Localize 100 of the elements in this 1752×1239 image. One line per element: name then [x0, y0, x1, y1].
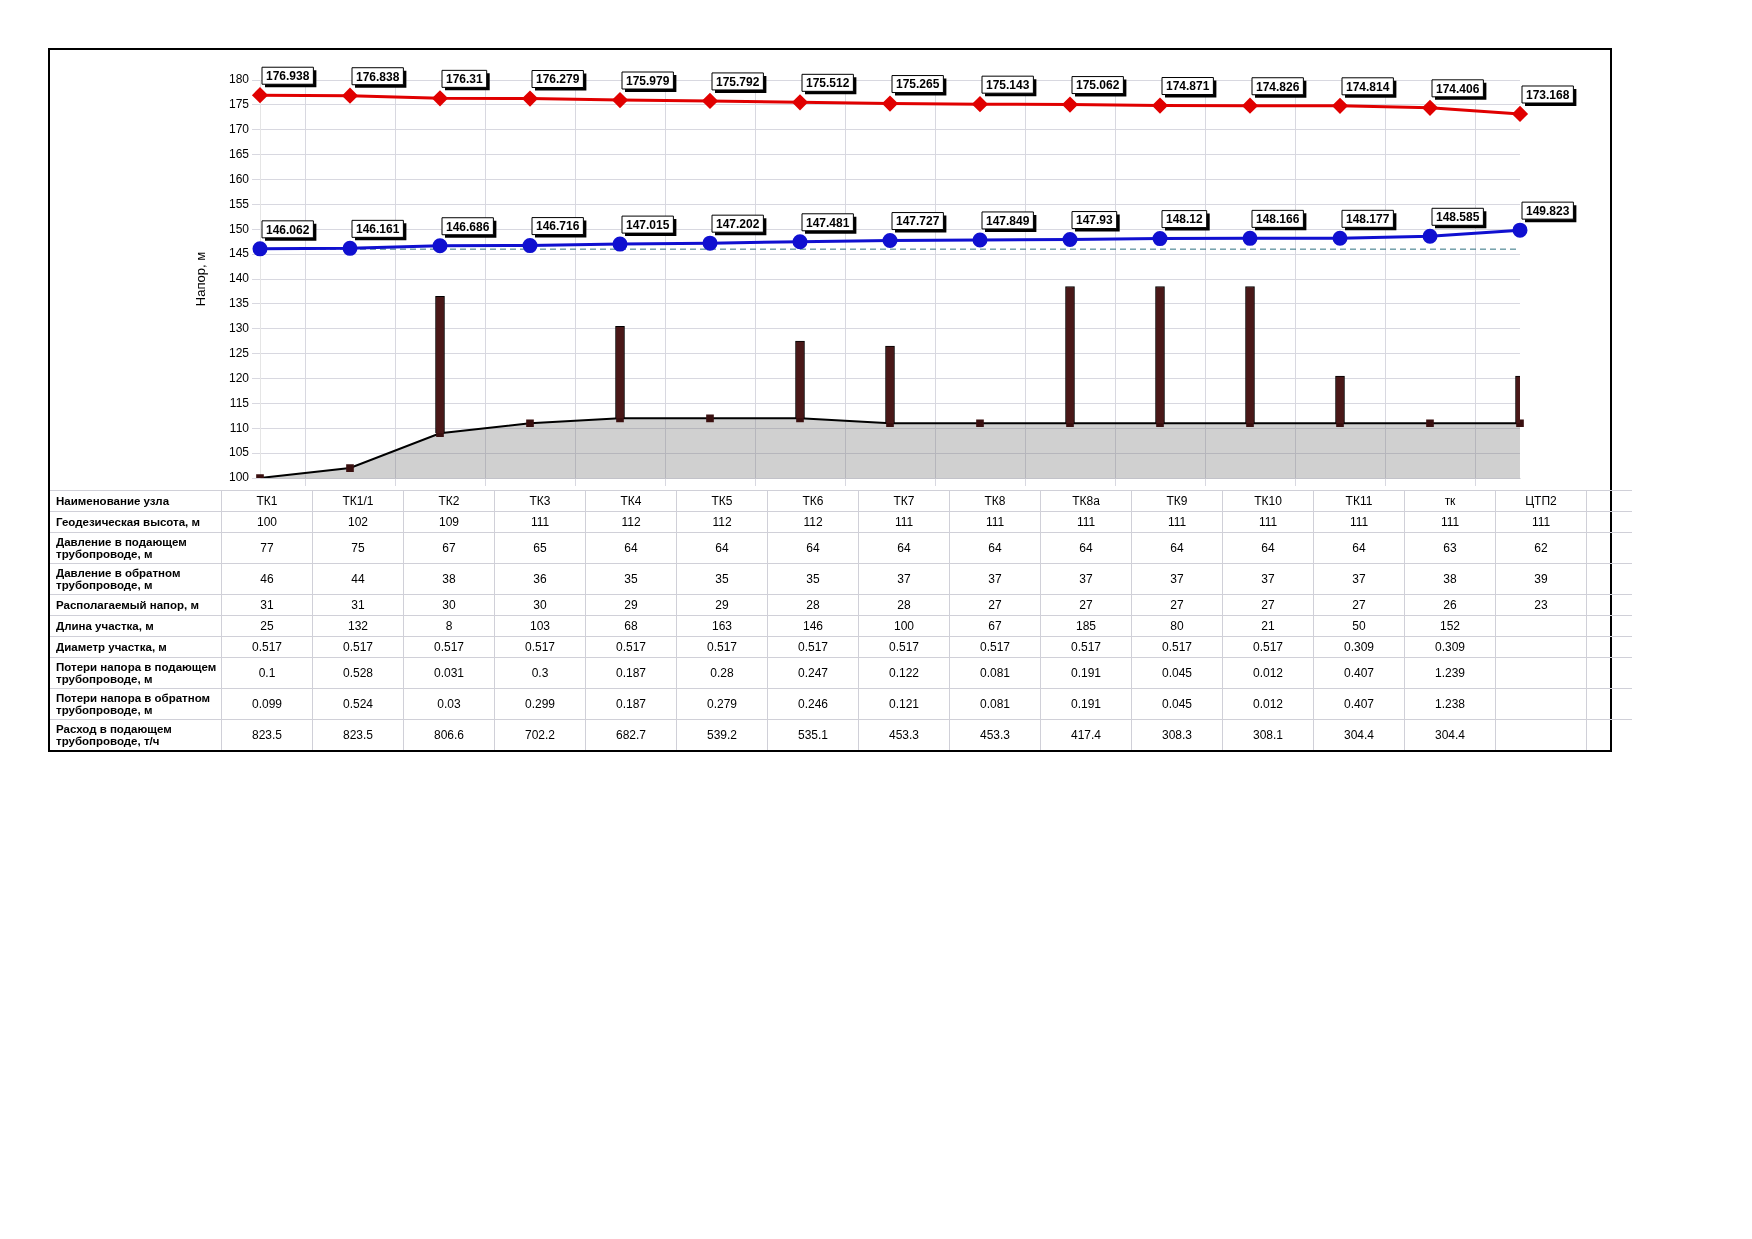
- y-tick-label: 105: [228, 445, 250, 460]
- data-label: 0.517: [767, 636, 859, 658]
- point: [702, 235, 718, 251]
- point: [342, 88, 358, 104]
- data-label: 0.517: [312, 636, 404, 658]
- point: [1512, 106, 1528, 122]
- data-label: 102: [312, 511, 404, 533]
- point: [1422, 100, 1438, 116]
- data-label: 0.1: [221, 657, 313, 689]
- data-label: 112: [676, 511, 768, 533]
- data-label: 0.012: [1222, 688, 1314, 720]
- y-tick-label: 135: [228, 296, 250, 311]
- data-label: 27: [1131, 594, 1223, 616]
- data-label: 0.247: [767, 657, 859, 689]
- point: [522, 91, 538, 107]
- data-label: 111: [1404, 511, 1496, 533]
- data-label: 111: [1040, 511, 1132, 533]
- category-label: ТК8: [949, 490, 1041, 512]
- category-label: ТК5: [676, 490, 768, 512]
- data-label: 28: [767, 594, 859, 616]
- text: Располагаемый напор, м: [50, 594, 222, 616]
- data-label: 64: [949, 532, 1041, 564]
- data-label: 75: [312, 532, 404, 564]
- point: [792, 94, 808, 110]
- data-label: 64: [1222, 532, 1314, 564]
- category-label: ТК9: [1131, 490, 1223, 512]
- data-label: 65: [494, 532, 586, 564]
- data-label: 173.168: [1526, 87, 1570, 102]
- data-label: 0.191: [1040, 688, 1132, 720]
- data-label: 0.122: [858, 657, 950, 689]
- data-label: 132: [312, 615, 404, 637]
- point: [1242, 98, 1258, 114]
- point: [792, 234, 808, 250]
- data-label: 109: [403, 511, 495, 533]
- point: [1152, 231, 1168, 247]
- data-label: 146.062: [266, 222, 310, 237]
- data-label: 77: [221, 532, 313, 564]
- data-label: 31: [221, 594, 313, 616]
- point: [1062, 232, 1078, 248]
- data-label: 0.517: [221, 636, 313, 658]
- data-label: 0.407: [1313, 657, 1405, 689]
- y-tick-label: 110: [229, 420, 250, 435]
- point: [882, 96, 898, 112]
- point: [702, 93, 718, 109]
- data-label: 111: [494, 511, 586, 533]
- text: Потери напора в подающем трубопроводе, м: [50, 657, 222, 689]
- data-label: 146.161: [356, 222, 400, 237]
- data-label: 148.585: [1436, 210, 1480, 225]
- data-label: 453.3: [949, 719, 1041, 750]
- data-label: 0.012: [1222, 657, 1314, 689]
- point: [1422, 228, 1438, 244]
- data-label: 806.6: [403, 719, 495, 750]
- data-label: 68: [585, 615, 677, 637]
- data-label: 27: [949, 594, 1041, 616]
- data-label: 176.279: [536, 72, 580, 87]
- point: [1152, 98, 1168, 114]
- y-tick-label: 170: [228, 122, 250, 137]
- point: [612, 236, 628, 252]
- data-label: 149.823: [1526, 203, 1570, 218]
- category-label: ТК1/1: [312, 490, 404, 512]
- data-label: 23: [1495, 594, 1587, 616]
- data-label: 35: [585, 563, 677, 595]
- data-label: 176.31: [446, 72, 484, 87]
- data-label: 37: [1131, 563, 1223, 595]
- y-tick-label: 100: [228, 470, 250, 485]
- point: [342, 240, 358, 256]
- data-label: 0.517: [494, 636, 586, 658]
- data-label: 0.528: [312, 657, 404, 689]
- data-label: 26: [1404, 594, 1496, 616]
- data-label: 1.239: [1404, 657, 1496, 689]
- data-label: 0.081: [949, 688, 1041, 720]
- point: [972, 96, 988, 112]
- data-label: 148.12: [1166, 212, 1204, 227]
- data-label: 152: [1404, 615, 1496, 637]
- data-label: 0.517: [949, 636, 1041, 658]
- y-tick-label: 175: [228, 97, 250, 112]
- data-label: 37: [949, 563, 1041, 595]
- point: [882, 233, 898, 249]
- point: [972, 232, 988, 248]
- data-label: 175.062: [1076, 78, 1120, 93]
- data-label: 539.2: [676, 719, 768, 750]
- data-label: 111: [949, 511, 1041, 533]
- data-label: 111: [1495, 511, 1587, 533]
- data-label: 36: [494, 563, 586, 595]
- category-label: ТК2: [403, 490, 495, 512]
- data-label: 0.524: [312, 688, 404, 720]
- data-label: 163: [676, 615, 768, 637]
- text: Геодезическая высота, м: [50, 511, 222, 533]
- data-label: 37: [1313, 563, 1405, 595]
- y-tick-label: 145: [228, 246, 250, 261]
- data-label: 147.93: [1076, 213, 1114, 228]
- data-label: 67: [949, 615, 1041, 637]
- data-label: 147.202: [716, 216, 760, 231]
- category-label: ЦТП2: [1495, 490, 1587, 512]
- data-label: 50: [1313, 615, 1405, 637]
- data-label: 30: [403, 594, 495, 616]
- y-tick-label: 115: [229, 395, 250, 410]
- data-label: 0.517: [1040, 636, 1132, 658]
- data-label: 0.246: [767, 688, 859, 720]
- data-label: 38: [403, 563, 495, 595]
